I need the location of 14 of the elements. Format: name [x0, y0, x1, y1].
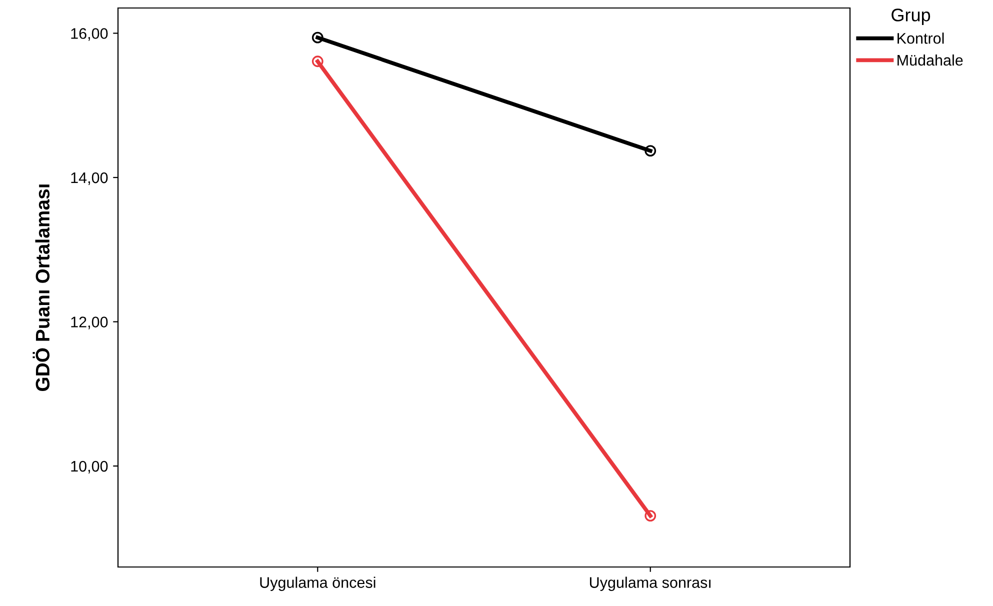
point	[644, 145, 656, 157]
x-tick-label: Uygulama öncesi	[260, 576, 376, 591]
y-axis-title: GDÖ Puanı Ortalaması	[32, 184, 50, 391]
point	[312, 32, 324, 44]
y-tick-label: 12,00	[71, 316, 108, 330]
y-tick-label: 16,00	[71, 28, 108, 41]
legend-title: Grup	[892, 8, 930, 25]
x-tick-label: Uygulama sonrası	[590, 576, 710, 591]
y-tick-label: 10,00	[71, 460, 108, 474]
legend-label: Kontrol	[898, 32, 944, 44]
point	[644, 510, 656, 522]
point	[312, 56, 324, 68]
y-tick-label: 14,00	[71, 172, 108, 185]
legend-label: Müdahale	[898, 54, 963, 66]
